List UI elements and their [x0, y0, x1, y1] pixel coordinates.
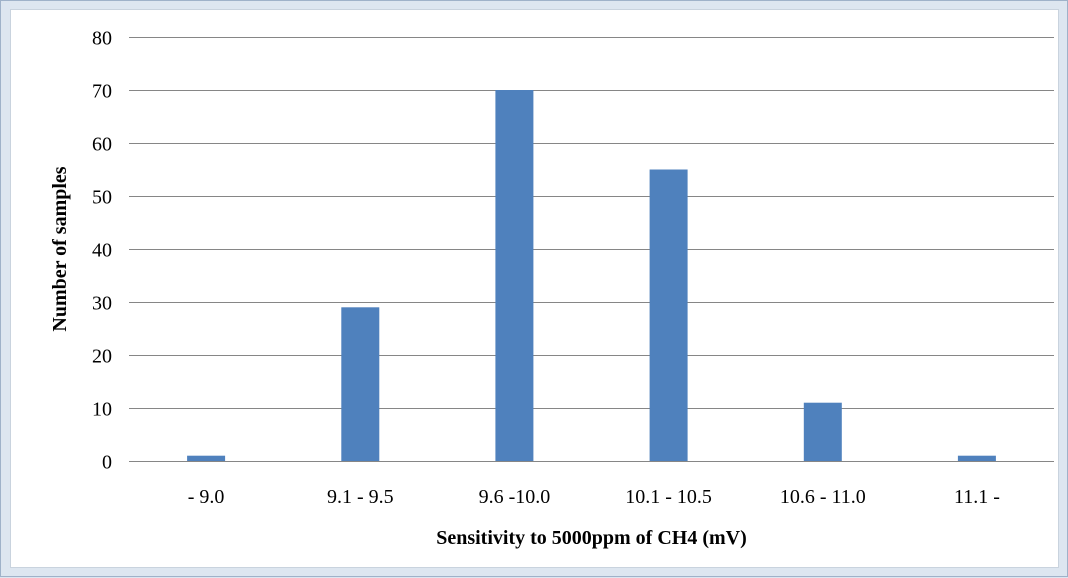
x-tick-label: - 9.0: [188, 486, 225, 508]
bar-1: [341, 307, 380, 461]
x-tick-label: 11.1 -: [954, 486, 1000, 508]
gridlines: [129, 37, 1054, 462]
y-tick-label: 0: [102, 452, 112, 474]
bar-3: [649, 169, 688, 461]
y-tick-label: 40: [92, 240, 112, 262]
bars: [187, 90, 996, 461]
y-tick-label: 60: [92, 134, 112, 156]
bar-2: [495, 90, 534, 461]
bar-0: [187, 455, 226, 461]
bar-5: [957, 455, 996, 461]
y-tick-label: 10: [92, 399, 112, 421]
x-tick-label: 9.6 -10.0: [479, 486, 551, 508]
y-tick-labels: 0 10 20 30 40 50 60 70 80: [92, 28, 112, 474]
bar-4: [803, 402, 842, 461]
y-tick-label: 50: [92, 187, 112, 209]
x-tick-labels: - 9.0 9.1 - 9.5 9.6 -10.0 10.1 - 10.5 10.6 -…: [188, 486, 1000, 508]
y-tick-label: 80: [92, 28, 112, 50]
y-axis-title: Number of samples: [49, 166, 71, 331]
y-tick-label: 30: [92, 293, 112, 315]
x-tick-label: 10.6 - 11.0: [780, 486, 866, 508]
x-tick-label: 9.1 - 9.5: [327, 486, 394, 508]
chart-area: [10, 9, 1059, 568]
y-tick-label: 70: [92, 81, 112, 103]
x-axis-title: Sensitivity to 5000ppm of CH4 (mV): [436, 527, 747, 549]
y-tick-label: 20: [92, 346, 112, 368]
x-tick-label: 10.1 - 10.5: [625, 486, 712, 508]
